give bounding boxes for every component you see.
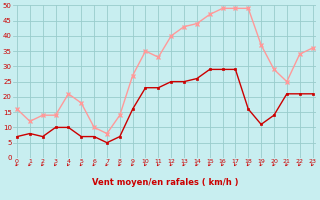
X-axis label: Vent moyen/en rafales ( km/h ): Vent moyen/en rafales ( km/h ) (92, 178, 238, 187)
